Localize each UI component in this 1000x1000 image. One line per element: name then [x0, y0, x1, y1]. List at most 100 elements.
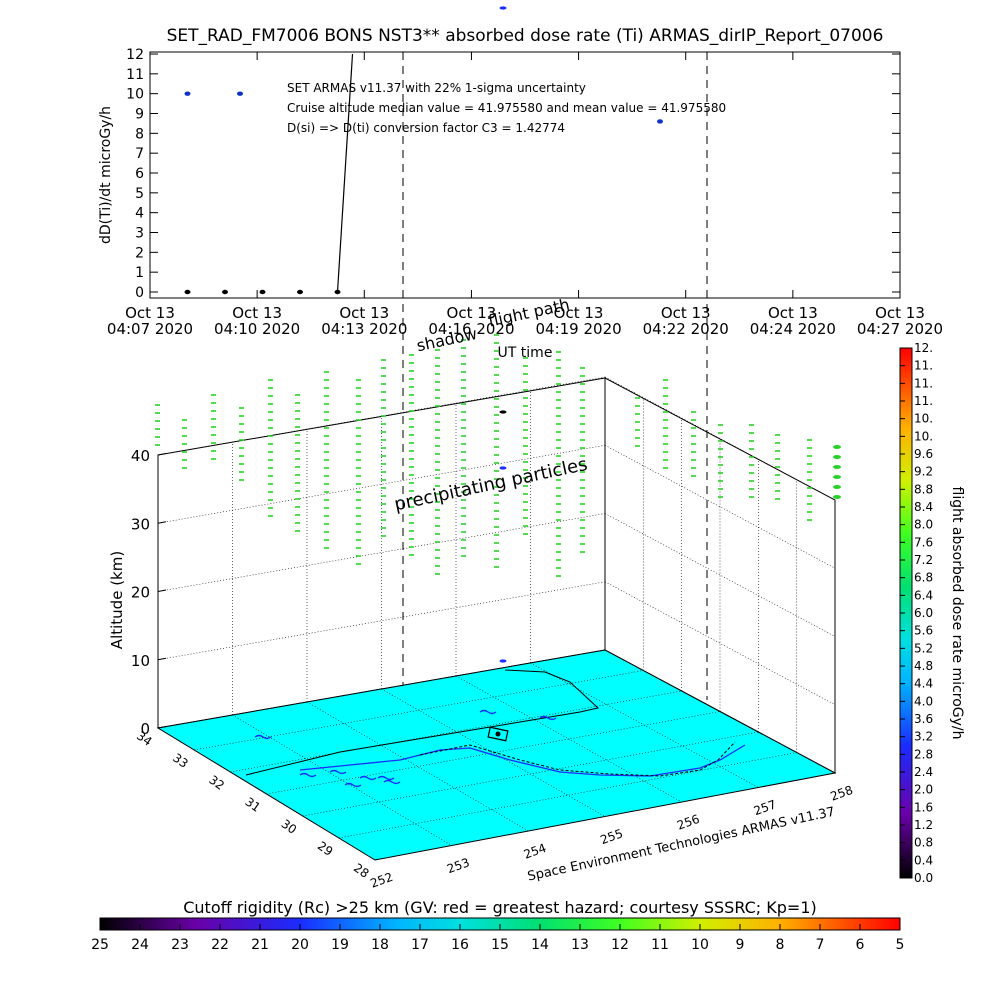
top-x-tick-time: 04:19 2020: [535, 320, 621, 338]
rigidity-colorbar-tick-label: 12: [611, 937, 629, 953]
top-x-tick-date: Oct 13: [661, 304, 711, 322]
rigidity-colorbar-tick-label: 5: [896, 937, 905, 953]
dose-mark-strong: [833, 485, 841, 489]
rigidity-contour: [377, 775, 395, 781]
top-data-line: [336, 53, 354, 293]
top-x-tick-time: 04:24 2020: [750, 320, 836, 338]
rigidity-colorbar-tick-label: 24: [131, 937, 149, 953]
altitude-tick: [157, 657, 167, 661]
longitude-tick-label: 254: [522, 841, 548, 862]
top-y-label: dD(Ti)/dt microGy/h: [98, 106, 114, 244]
latitude-tick-label: 29: [315, 839, 336, 859]
longitude-tick-label: 252: [368, 870, 394, 891]
dose-colorbar-tick-label: 0.8: [914, 836, 933, 850]
altitude-tick-label: 40: [131, 447, 150, 465]
top-x-tick-time: 04:10 2020: [214, 320, 300, 338]
top-y-tick-label: 9: [135, 107, 144, 123]
top-data-point: [184, 289, 191, 295]
dose-colorbar-tick-label: 12.: [914, 341, 933, 355]
dose-colorbar-tick-label: 10.: [914, 429, 933, 443]
top-data-point: [222, 289, 228, 295]
top-x-label: UT time: [498, 345, 553, 361]
top-x-tick-date: Oct 13: [232, 304, 282, 322]
top-data-point: [297, 289, 303, 295]
border-segment: [245, 751, 341, 776]
annotation-conversion-factor: D(si) => D(ti) conversion factor C3 = 1.…: [287, 121, 565, 135]
altitude-tick: [157, 453, 167, 456]
dose-colorbar-tick-label: 3.6: [914, 712, 933, 726]
floor-grid-line: [530, 662, 759, 788]
dose-colorbar-tick-label: 4.0: [914, 694, 933, 708]
dose-colorbar-tick-label: 8.0: [914, 518, 933, 532]
dose-mark-strong: [833, 445, 841, 449]
dose-colorbar-tick-label: 0.4: [914, 853, 933, 867]
dose-colorbar-tick-label: 3.2: [914, 730, 933, 744]
dose-colorbar-tick-label: 8.8: [914, 482, 933, 496]
top-y-tick-label: 7: [135, 146, 144, 162]
rigidity-contours: [254, 709, 557, 788]
rigidity-colorbar-tick-label: 11: [651, 937, 669, 953]
rigidity-colorbar-label: Cutoff rigidity (Rc) >25 km (GV: red = g…: [183, 898, 817, 917]
rigidity-colorbar-tick-label: 7: [816, 937, 825, 953]
dose-colorbar-tick-label: 9.6: [914, 447, 933, 461]
rigidity-contour: [299, 772, 317, 778]
dose-rate-columns: [155, 334, 841, 577]
rigidity-colorbar-tick-label: 9: [736, 937, 745, 953]
rigidity-contour: [383, 779, 401, 785]
top-y-tick-label: 10: [126, 87, 144, 103]
dose-colorbar-tick-label: 6.0: [914, 606, 933, 620]
rigidity-colorbar-tick-label: 25: [91, 937, 109, 953]
top-x-tick-date: Oct 13: [554, 304, 604, 322]
coastline: [299, 744, 746, 777]
dose-colorbar-tick-label: 7.6: [914, 535, 933, 549]
dose-colorbar-tick-label: 6.8: [914, 571, 933, 585]
top-y-tick-label: 1: [135, 265, 144, 281]
latitude-tick-label: 31: [243, 795, 264, 815]
rigidity-colorbar-tick-label: 8: [776, 937, 785, 953]
floor-grid: [194, 662, 797, 846]
dose-colorbar-tick-label: 2.4: [914, 765, 933, 779]
dose-colorbar-tick-label: 5.6: [914, 624, 933, 638]
top-y-tick-label: 4: [135, 206, 144, 222]
top-y-tick-label: 12: [126, 47, 144, 63]
top-plot-frame: [149, 51, 901, 299]
floor-grid-line: [455, 675, 682, 803]
annotation-uncertainty: SET ARMAS v11.37 with 22% 1-sigma uncert…: [287, 81, 586, 95]
flight-mark: [499, 466, 507, 470]
altitude-tick-label: 30: [131, 515, 150, 533]
top-y-tick-label: 11: [126, 67, 144, 83]
rigidity-colorbar-tick-label: 17: [411, 937, 429, 953]
top-data-point: [259, 289, 266, 295]
top-y-tick-label: 6: [135, 166, 144, 182]
dose-mark-strong: [833, 455, 841, 459]
top-x-tick-date: Oct 13: [768, 304, 818, 322]
altitude-label: Altitude (km): [108, 551, 126, 649]
dose-mark-strong: [833, 495, 841, 499]
altitude-tick: [157, 521, 167, 524]
top-y-tick-label: 0: [135, 285, 144, 301]
annotation-cruise-altitude: Cruise altitude median value = 41.975580…: [287, 101, 726, 115]
longitude-tick-label: 253: [445, 855, 471, 876]
latitude-tick-label: 34: [134, 729, 155, 749]
latitude-tick-label: 30: [279, 817, 300, 837]
altitude-tick-label: 20: [131, 584, 150, 602]
rigidity-colorbar-tick-label: 10: [691, 937, 709, 953]
figure-title: SET_RAD_FM7006 BONS NST3** absorbed dose…: [167, 26, 884, 46]
rigidity-colorbar-tick-label: 23: [171, 937, 189, 953]
rigidity-colorbar-tick-label: 19: [331, 937, 349, 953]
altitude-axis: 0 10 20 30 40: [131, 447, 167, 738]
dose-colorbar-label: flight absorbed dose rate microGy/h: [949, 487, 965, 740]
top-y-tick-label: 2: [135, 245, 144, 261]
dose-colorbar-ticks: 0.0 0.4 0.8 1.2 1.6 2.0 2.4 2.8 3.2 3.6 4.0 4.4 4.8 5…: [900, 341, 933, 885]
top-x-tick-time: 04:16 2020: [428, 320, 514, 338]
wall-alt-line: [157, 376, 606, 456]
dose-colorbar-tick-label: 6.4: [914, 588, 933, 602]
longitude-tick-label: 256: [675, 812, 701, 833]
top-data-point: [237, 91, 243, 96]
top-x-tick-date: Oct 13: [875, 304, 925, 322]
rigidity-colorbar-tick-label: 18: [371, 937, 389, 953]
